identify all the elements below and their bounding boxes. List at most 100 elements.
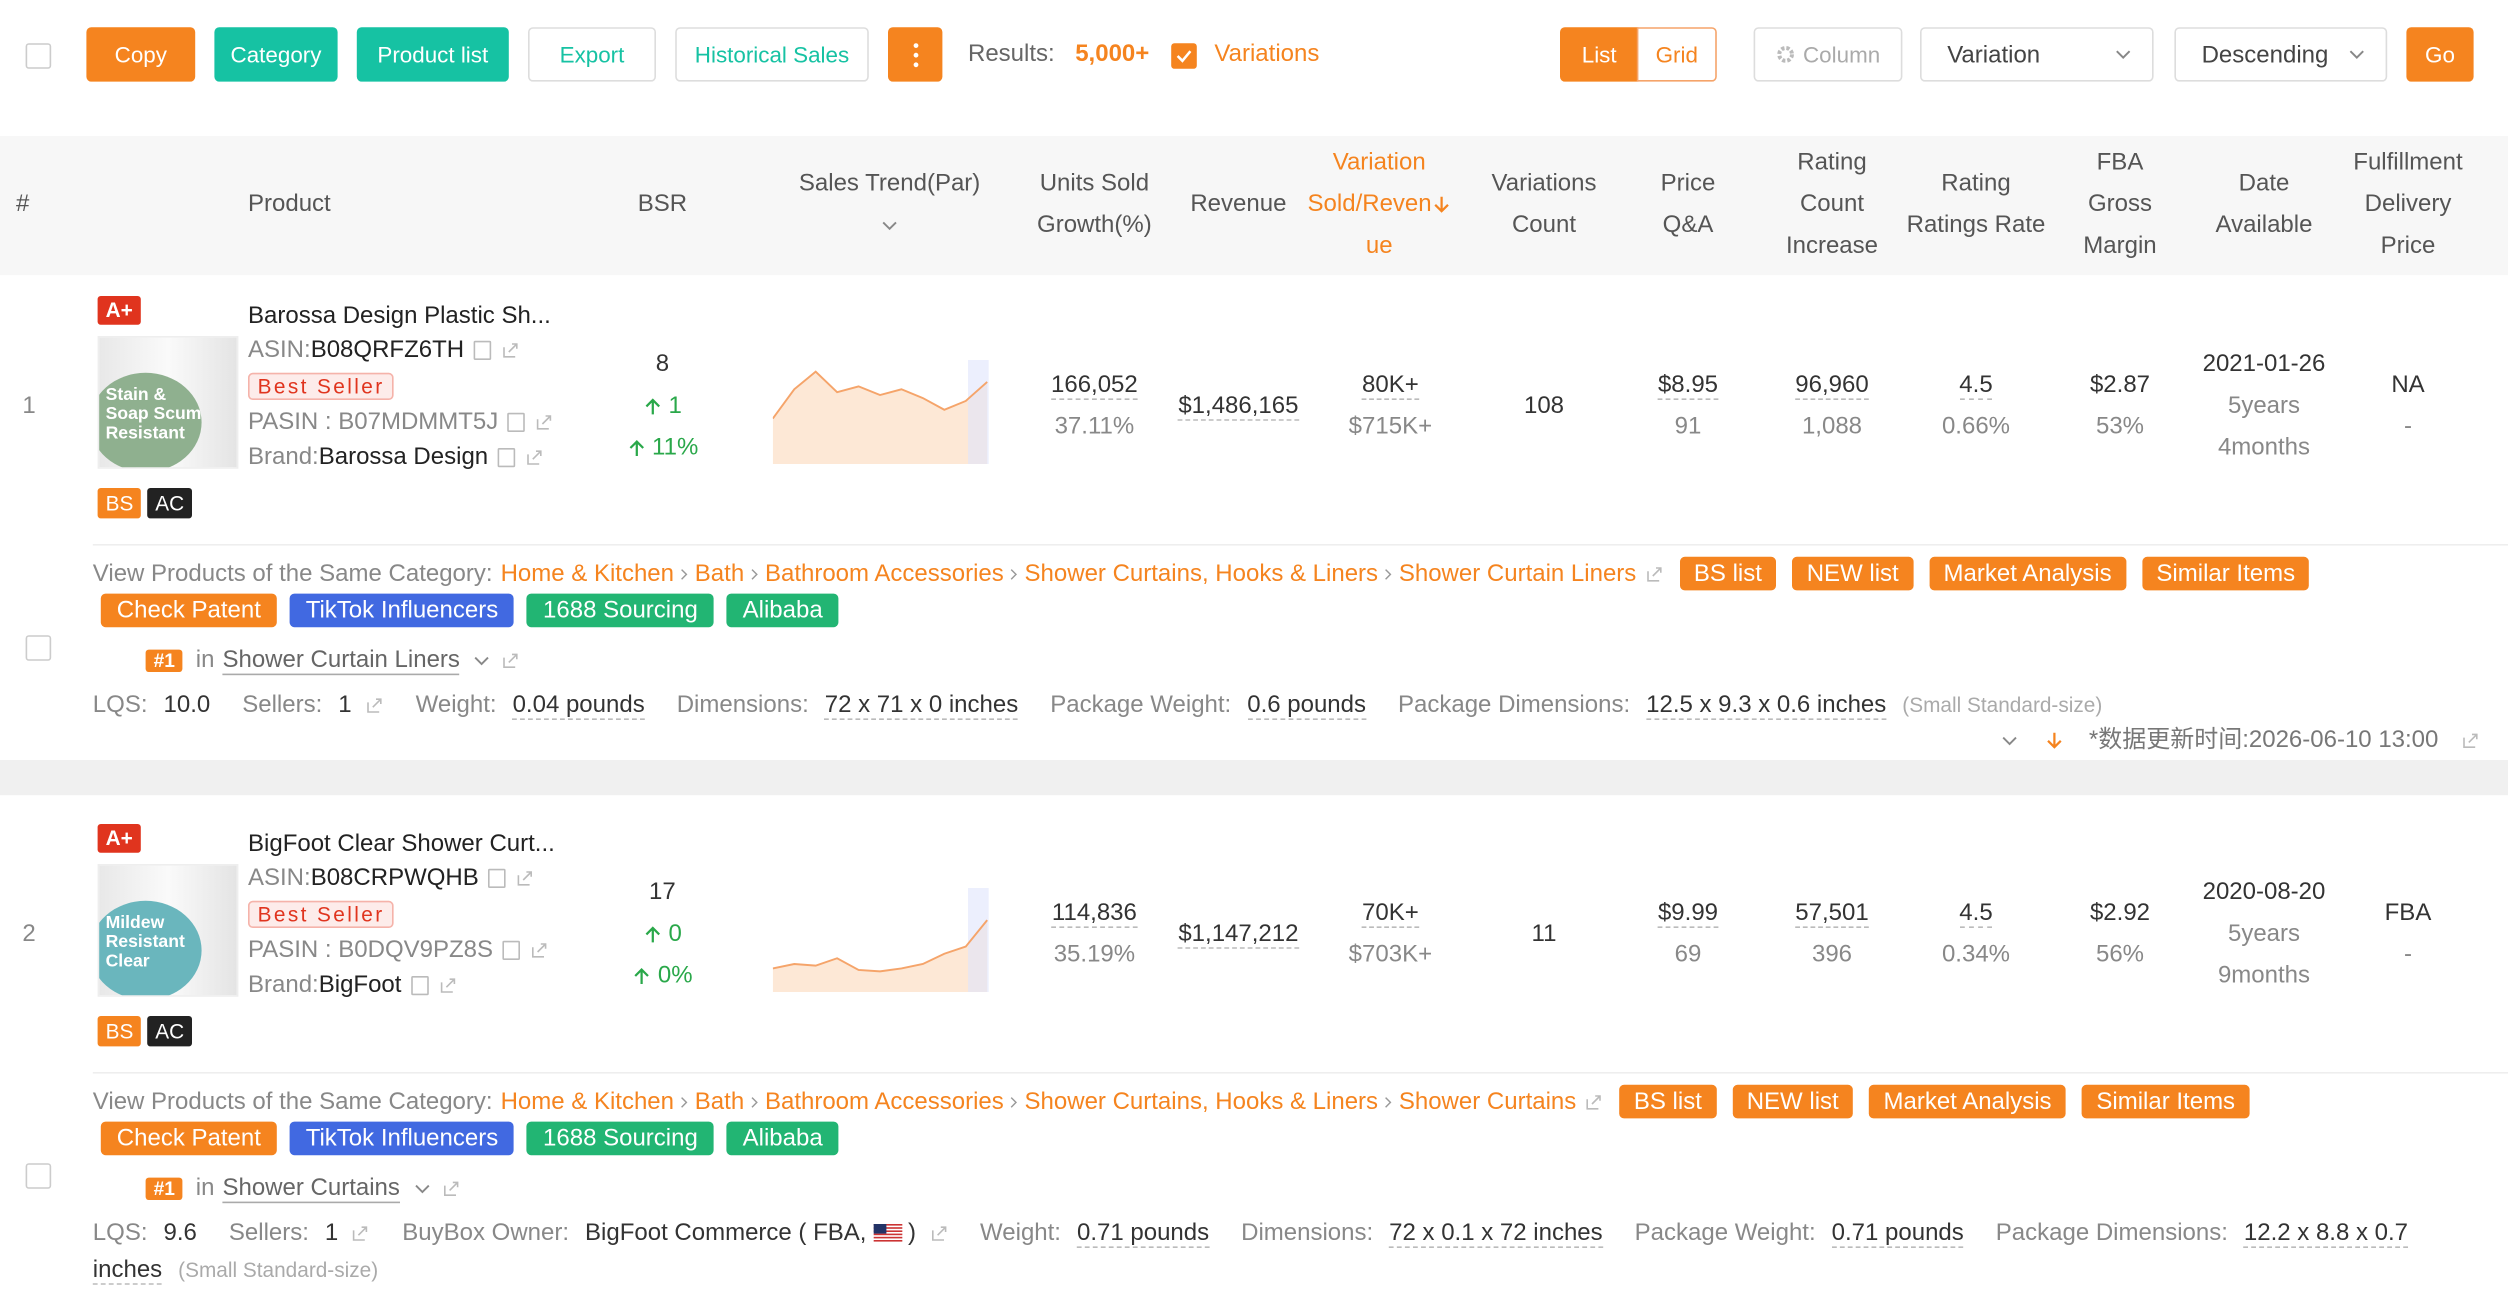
detail-item: BuyBox Owner: BigFoot Commerce ( FBA,)	[402, 1219, 948, 1246]
cell-line: 0.34%	[1920, 934, 2032, 976]
chevron	[882, 221, 897, 231]
category-link[interactable]: Bathroom Accessories	[764, 1088, 1004, 1116]
share-icon	[931, 1226, 946, 1241]
toolbar-button[interactable]: Export	[528, 27, 656, 82]
category-link[interactable]: Shower Curtain Liners	[1398, 560, 1637, 588]
share-icon	[440, 978, 456, 993]
cell-value: 96,960	[1795, 371, 1869, 401]
category-link[interactable]: Shower Curtains, Hooks & Liners	[1024, 560, 1379, 588]
tool-button[interactable]: TikTok Influencers	[289, 592, 515, 627]
share	[503, 653, 519, 669]
category-button[interactable]: Similar Items	[2081, 1084, 2250, 1119]
best-seller-badge: Best Seller	[248, 900, 395, 928]
category-link[interactable]: Bath	[694, 1088, 745, 1116]
cell-value: 35.19%	[1053, 940, 1136, 968]
column-header[interactable]: Product	[248, 184, 331, 226]
chev-icon	[882, 221, 897, 231]
more-button[interactable]	[888, 27, 943, 82]
category-link[interactable]: Shower Curtains, Hooks & Liners	[1024, 1088, 1379, 1116]
size-note: (Small Standard-size)	[1902, 692, 2103, 717]
detail-value: 1	[324, 1219, 339, 1247]
column-header[interactable]: Variations Count	[1448, 163, 1640, 246]
column-header[interactable]: Sales Trend(Par)	[794, 163, 986, 246]
table-header	[0, 136, 2508, 276]
tool-button[interactable]: TikTok Influencers	[289, 1120, 515, 1155]
header-line: Revenue	[1190, 190, 1287, 218]
sort-field-select[interactable]: Variation	[1920, 27, 2154, 82]
cell-line: 56%	[2064, 934, 2176, 976]
tool-button[interactable]: Alibaba	[726, 1120, 839, 1155]
tool-button[interactable]: Check Patent	[100, 592, 277, 627]
category-button[interactable]: BS list	[1679, 556, 1777, 591]
image-label: Stain & Soap Scum Resistant	[99, 372, 202, 468]
arrow	[645, 398, 660, 415]
go-button[interactable]: Go	[2406, 27, 2474, 82]
view-grid-button[interactable]: Grid	[1636, 27, 1717, 82]
view-list-button[interactable]: List	[1560, 27, 1639, 82]
tool-button[interactable]: Alibaba	[726, 592, 839, 627]
category-button[interactable]: BS list	[1619, 1084, 1717, 1119]
crumb-icon	[751, 1097, 758, 1108]
category-button[interactable]: Market Analysis	[1929, 556, 2126, 591]
copy-icon[interactable]	[502, 940, 521, 961]
category-link[interactable]: Bath	[694, 560, 745, 588]
copy-icon[interactable]	[473, 340, 492, 361]
column-header[interactable]: Rating Ratings Rate	[1880, 163, 2072, 246]
category-link[interactable]: Home & Kitchen	[500, 1088, 674, 1116]
copy-icon[interactable]	[507, 412, 526, 433]
column-header[interactable]: Variation Sold/Reven ue	[1283, 142, 1475, 267]
trend-area	[772, 920, 988, 992]
tool-button[interactable]: 1688 Sourcing	[527, 1120, 714, 1155]
cell-value: 0.66%	[1941, 412, 2011, 440]
tool-button[interactable]: Check Patent	[100, 1120, 277, 1155]
toolbar-button[interactable]: Category	[214, 27, 338, 82]
copy-icon[interactable]	[488, 868, 506, 889]
cell-line: $2.87	[2064, 365, 2176, 407]
cell-line: 80K+	[1318, 365, 1462, 407]
check-icon	[1176, 50, 1192, 63]
sort-order-select[interactable]: Descending	[2174, 27, 2388, 82]
category-button[interactable]: NEW list	[1732, 1084, 1854, 1119]
column-header[interactable]: Units Sold Growth(%)	[998, 163, 1190, 246]
category-label: View Products of the Same Category:	[92, 1088, 493, 1116]
category-link[interactable]: Shower Curtains	[1398, 1088, 1577, 1116]
cell-line: NA	[2344, 365, 2472, 407]
select-all-checkbox[interactable]	[25, 43, 52, 69]
copy-icon[interactable]	[497, 448, 516, 468]
row-checkbox[interactable]	[25, 1163, 52, 1189]
cell-value: -	[2404, 412, 2412, 440]
column-header[interactable]: Revenue	[1142, 184, 1334, 226]
arrow	[628, 440, 644, 457]
category-link[interactable]: Bathroom Accessories	[764, 560, 1004, 588]
cell-value: 114,836	[1051, 899, 1137, 928]
category-button[interactable]: NEW list	[1792, 556, 1914, 591]
variations-checkbox[interactable]	[1171, 43, 1197, 69]
column-header[interactable]: Price Q&A	[1592, 163, 1784, 246]
column-button[interactable]: Column	[1753, 27, 1903, 82]
column-header[interactable]: Fulfillment Delivery Price	[2312, 142, 2504, 267]
chevron	[2001, 736, 2016, 746]
row-checkbox[interactable]	[25, 635, 52, 661]
category-button[interactable]: Similar Items	[2142, 556, 2310, 591]
row-divider	[92, 1072, 2508, 1074]
toolbar-button[interactable]: Historical Sales	[675, 27, 869, 82]
column-header[interactable]: #	[16, 184, 29, 226]
cell-value: 5years	[2227, 920, 2301, 948]
header-line: Product	[248, 190, 331, 218]
category-link[interactable]: Home & Kitchen	[500, 560, 674, 588]
product-title: Barossa Design Plastic Sh...	[248, 302, 551, 330]
category-button[interactable]: Market Analysis	[1869, 1084, 2066, 1119]
toolbar-button[interactable]: Copy	[86, 27, 196, 82]
cell-line: 166,052	[1022, 365, 1166, 407]
update-line: *数据更新时间:2026-06-10 13:00	[1999, 722, 2480, 756]
column-header[interactable]: BSR	[566, 184, 758, 226]
chev-icon	[2116, 50, 2131, 59]
toolbar-button[interactable]: Product list	[356, 27, 509, 82]
column-header[interactable]: Date Available	[2168, 163, 2360, 246]
copy-icon[interactable]	[411, 976, 429, 996]
button-label: Historical Sales	[694, 41, 850, 68]
tool-button[interactable]: 1688 Sourcing	[527, 592, 714, 627]
column-header[interactable]: FBA Gross Margin	[2024, 142, 2216, 267]
cell-value: 1,088	[1801, 412, 1863, 440]
column-header[interactable]: Rating Count Increase	[1736, 142, 1928, 267]
